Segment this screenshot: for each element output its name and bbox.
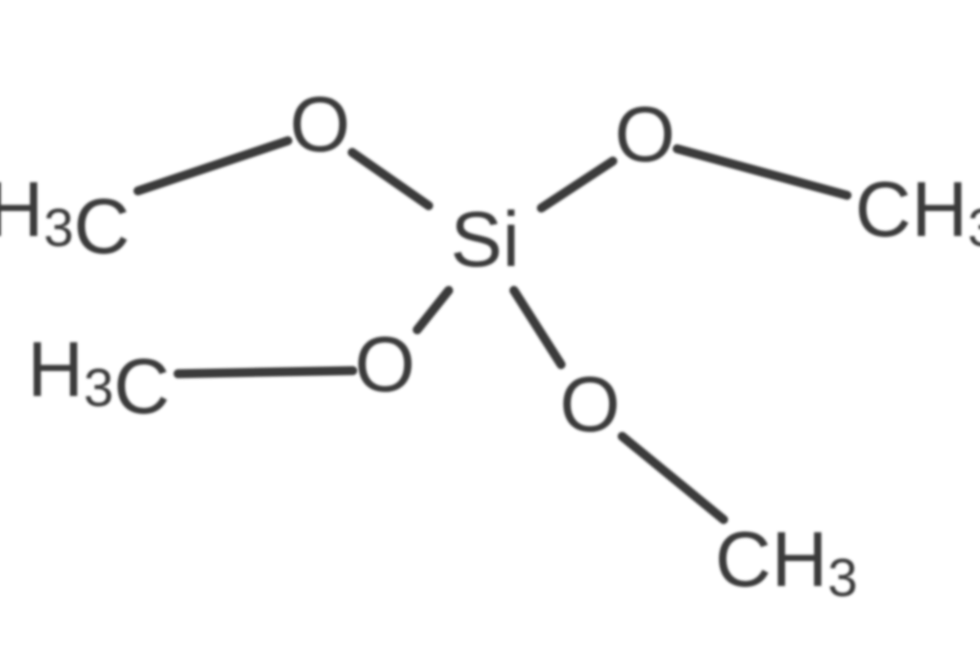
bond-o1-c1: [138, 141, 288, 191]
bond-si-o2: [541, 161, 612, 208]
atom-o4: O: [560, 360, 621, 448]
bond-o4-c4: [622, 436, 723, 519]
atom-o2: O: [615, 90, 676, 178]
bond-si-o1: [352, 152, 428, 205]
atom-c2: CH3: [855, 165, 980, 259]
atom-c3: H3C: [27, 325, 170, 430]
atom-si: Si: [450, 195, 519, 283]
atom-c4: CH3: [715, 515, 858, 609]
bond-o2-c2: [677, 149, 847, 195]
molecule-diagram: Si O O O O H3C CH3 H3C CH3: [0, 0, 980, 655]
atom-o3: O: [355, 320, 416, 408]
bond-o3-c3: [178, 371, 353, 374]
bond-si-o4: [514, 290, 561, 364]
atom-layer: Si O O O O H3C CH3 H3C CH3: [0, 80, 980, 609]
atom-o1: O: [290, 80, 351, 168]
atom-c1: H3C: [0, 165, 130, 270]
bond-si-o3: [417, 290, 448, 329]
